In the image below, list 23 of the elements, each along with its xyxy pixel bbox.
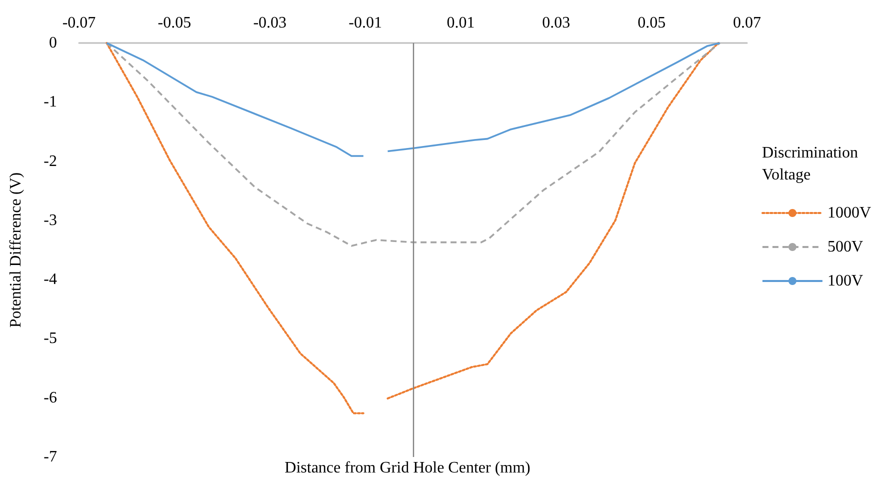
x-axis-title: Distance from Grid Hole Center (mm) <box>284 460 530 476</box>
y-axis-title: Potential Difference (V) <box>8 172 24 328</box>
x-tick-label: 0.03 <box>542 14 570 32</box>
y-tick-label: -3 <box>44 212 57 229</box>
x-tick-label: -0.03 <box>253 14 287 32</box>
legend-label: 1000V <box>827 204 872 222</box>
x-tick-label: 0.07 <box>733 14 761 32</box>
y-tick-label: -4 <box>44 271 57 288</box>
x-tick-label: -0.07 <box>62 14 96 32</box>
x-tick-label: -0.01 <box>348 14 382 32</box>
y-tick-label: -7 <box>44 448 57 466</box>
y-tick-label: -5 <box>44 330 57 348</box>
line-series <box>106 42 721 247</box>
x-tick-label: 0.01 <box>446 14 475 32</box>
y-tick-label: -6 <box>44 389 57 406</box>
y-tick-label: -2 <box>44 152 57 170</box>
legend-title: Discrimination Voltage <box>762 144 858 184</box>
legend-label: 500V <box>827 238 864 256</box>
x-tick-label: 0.05 <box>638 14 666 32</box>
y-tick-label: 0 <box>49 34 57 52</box>
x-tick-label: -0.05 <box>158 14 192 32</box>
legend-label: 100V <box>827 272 864 290</box>
y-tick-label: -1 <box>44 94 57 111</box>
